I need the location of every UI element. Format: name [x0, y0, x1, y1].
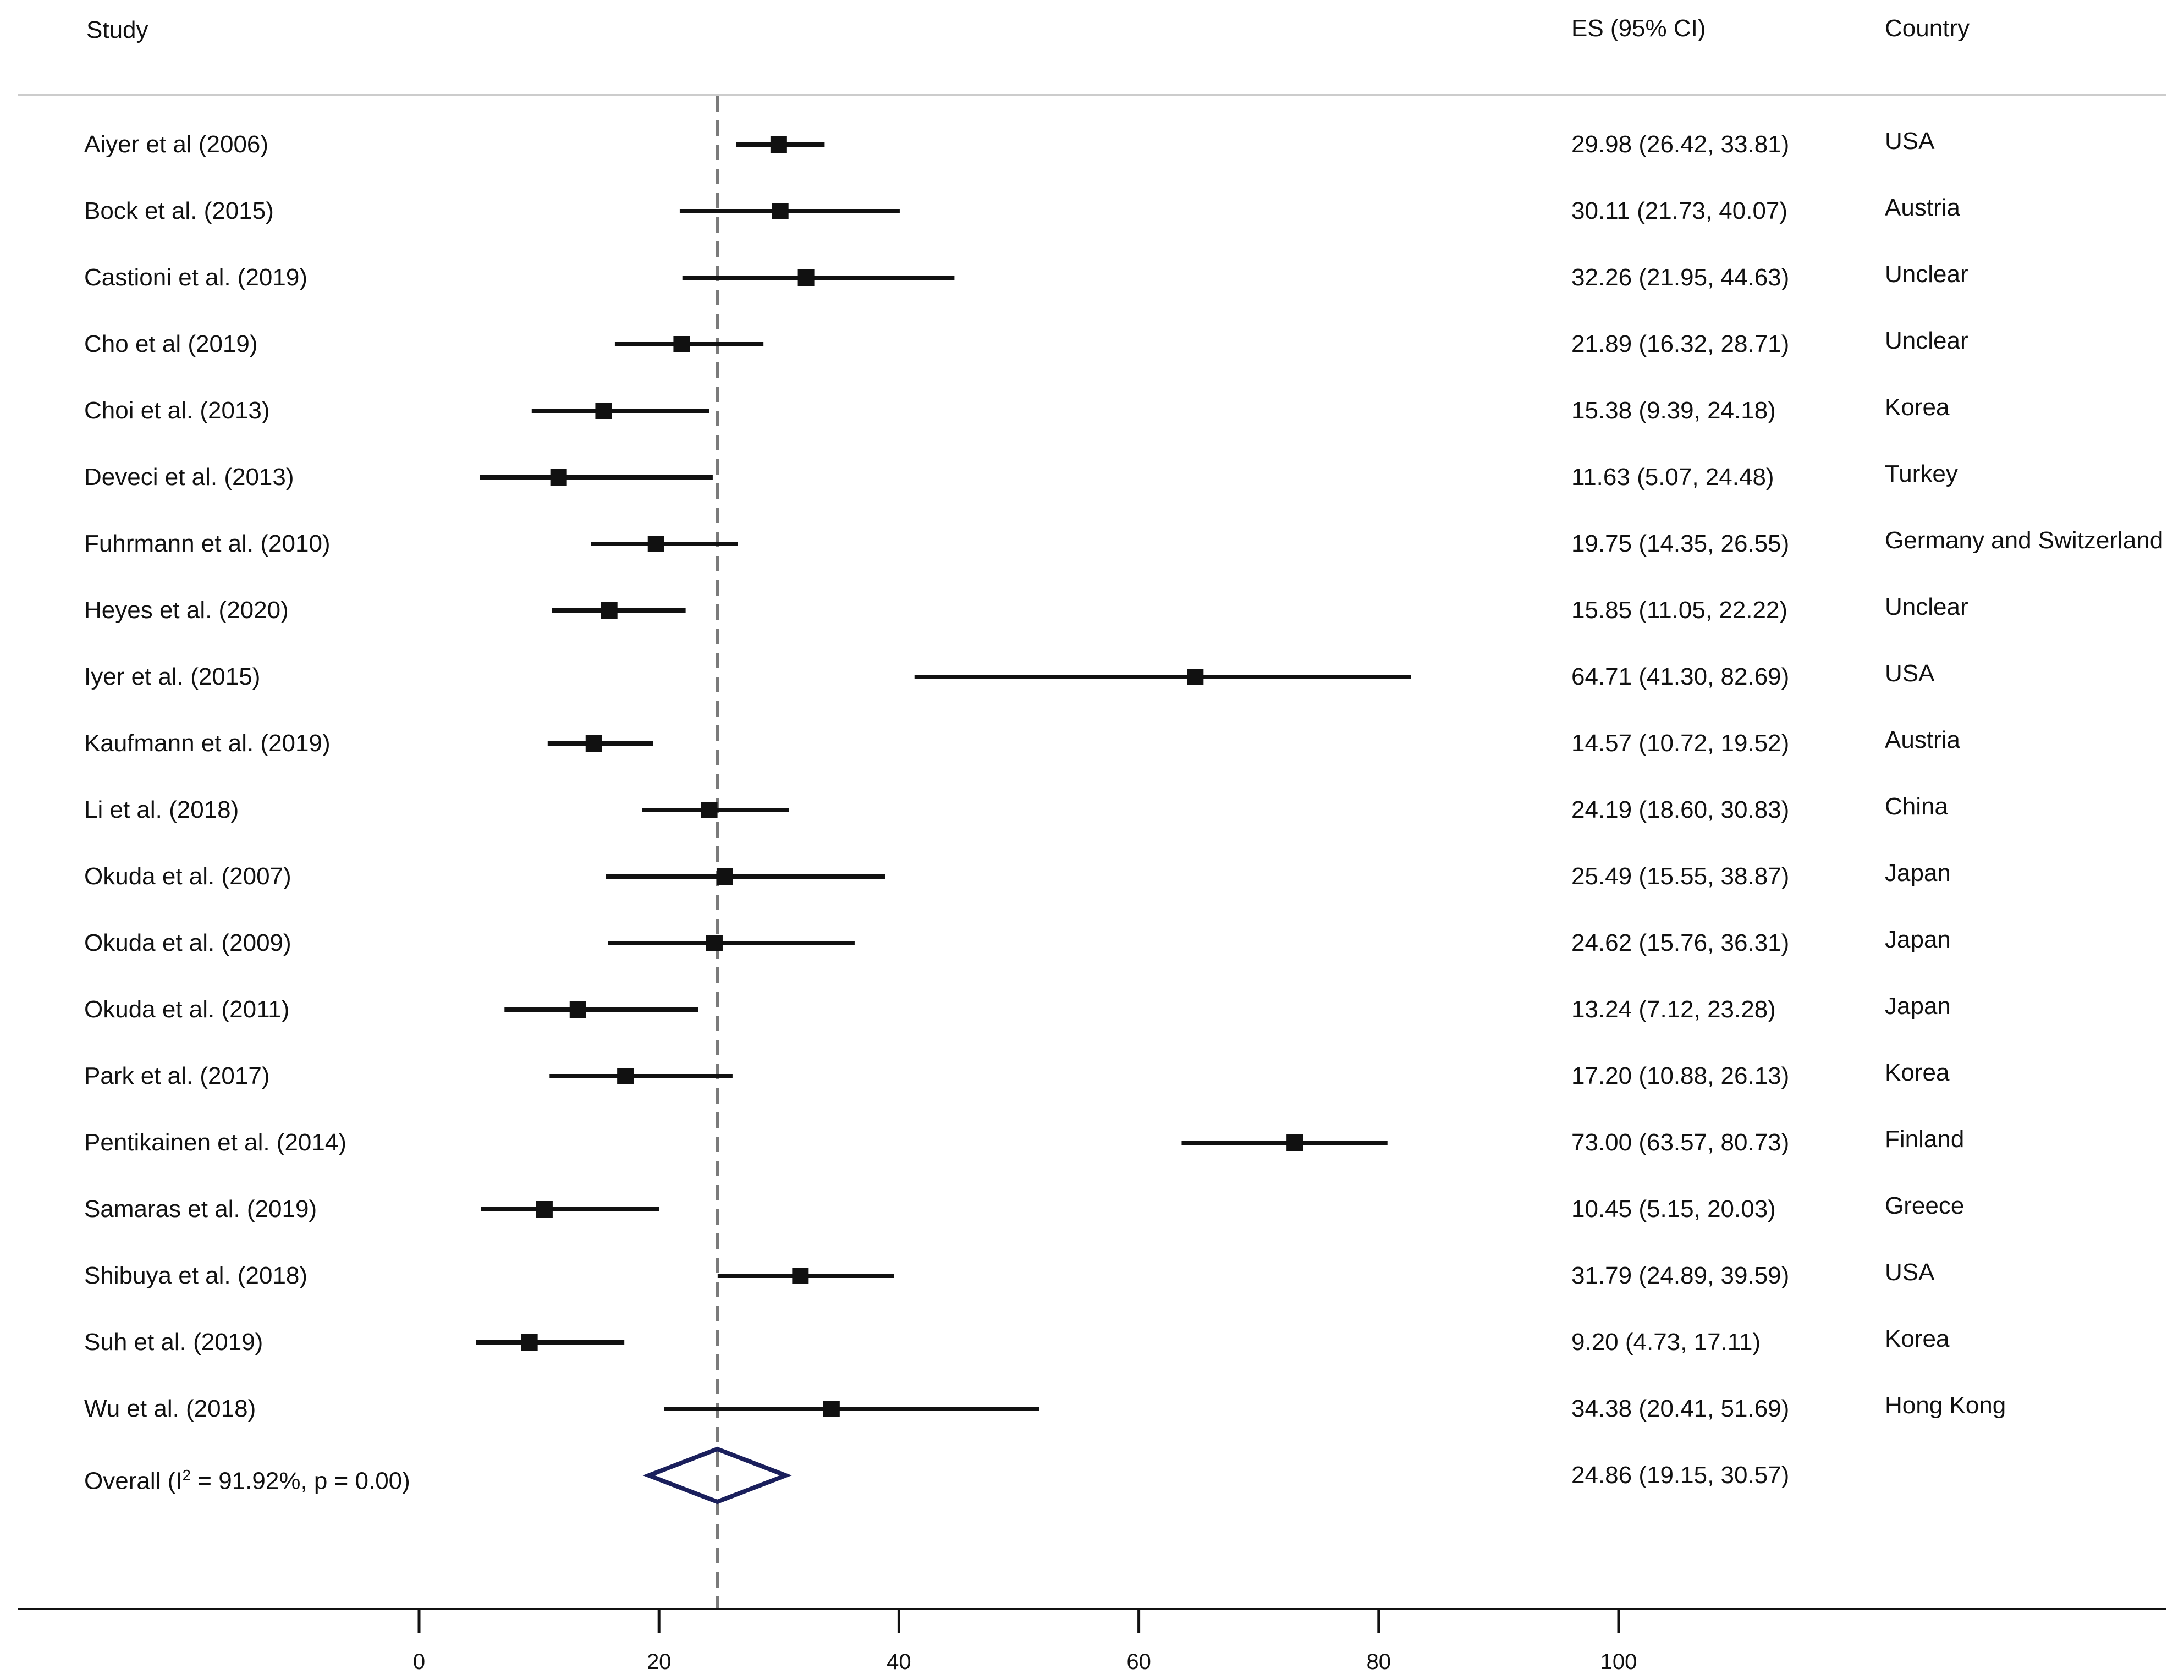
study-name: Deveci et al. (2013): [84, 464, 294, 491]
es-ci-value: 34.38 (20.41, 51.69): [1571, 1395, 1790, 1422]
effect-marker: [797, 269, 815, 286]
study-name: Okuda et al. (2007): [84, 863, 291, 890]
study-name: Iyer et al. (2015): [84, 663, 261, 690]
country-value: Hong Kong: [1885, 1392, 2006, 1419]
country-value: Japan: [1885, 926, 1951, 953]
overall-es-ci-value: 24.86 (19.15, 30.57): [1571, 1462, 1790, 1489]
effect-marker: [536, 1201, 553, 1218]
es-ci-value: 24.19 (18.60, 30.83): [1571, 796, 1790, 823]
effect-marker: [706, 935, 723, 951]
effect-marker: [716, 868, 733, 885]
es-ci-value: 15.85 (11.05, 22.22): [1571, 597, 1788, 624]
study-name: Bock et al. (2015): [84, 197, 274, 224]
study-name: Park et al. (2017): [84, 1062, 270, 1089]
study-name: Okuda et al. (2011): [84, 996, 290, 1023]
country-value: Unclear: [1885, 327, 1968, 354]
study-name: Okuda et al. (2009): [84, 929, 291, 956]
es-ci-value: 17.20 (10.88, 26.13): [1571, 1062, 1790, 1089]
x-tick-label: 0: [412, 1650, 426, 1674]
x-tick-label: 60: [1126, 1650, 1151, 1674]
header-country: Country: [1885, 15, 1970, 42]
effect-marker: [1187, 669, 1204, 685]
effect-marker: [673, 336, 690, 352]
study-name: Wu et al. (2018): [84, 1395, 256, 1422]
country-value: Austria: [1885, 194, 1960, 221]
effect-marker: [772, 203, 789, 219]
effect-marker: [550, 469, 567, 486]
es-ci-value: 10.45 (5.15, 20.03): [1571, 1196, 1776, 1222]
effect-marker: [601, 602, 618, 619]
effect-marker: [823, 1401, 840, 1417]
es-ci-value: 64.71 (41.30, 82.69): [1571, 663, 1790, 690]
study-name: Samaras et al. (2019): [84, 1196, 317, 1222]
study-name: Cho et al (2019): [84, 331, 258, 357]
country-value: Germany and Switzerland: [1885, 527, 2164, 554]
country-value: USA: [1885, 660, 1935, 687]
study-name: Li et al. (2018): [84, 796, 239, 823]
study-name: Suh et al. (2019): [84, 1329, 263, 1356]
overall-label-sup: 2: [182, 1467, 191, 1484]
country-value: China: [1885, 793, 1948, 820]
es-ci-value: 15.38 (9.39, 24.18): [1571, 397, 1776, 424]
effect-marker: [585, 735, 602, 752]
country-value: Japan: [1885, 993, 1951, 1020]
study-name: Choi et al. (2013): [84, 397, 270, 424]
es-ci-value: 21.89 (16.32, 28.71): [1571, 331, 1790, 357]
overall-label: Overall (I2 = 91.92%, p = 0.00): [84, 1461, 410, 1496]
header-study: Study: [86, 16, 148, 43]
effect-marker: [569, 1001, 586, 1018]
country-value: USA: [1885, 128, 1935, 155]
es-ci-value: 32.26 (21.95, 44.63): [1571, 264, 1790, 291]
es-ci-value: 24.62 (15.76, 36.31): [1571, 929, 1790, 956]
effect-marker: [1286, 1134, 1303, 1151]
study-name: Kaufmann et al. (2019): [84, 730, 331, 757]
x-tick-label: 40: [887, 1650, 911, 1674]
country-value: Korea: [1885, 394, 1950, 421]
es-ci-value: 19.75 (14.35, 26.55): [1571, 530, 1790, 557]
effect-marker: [595, 403, 612, 419]
country-value: Finland: [1885, 1126, 1965, 1153]
effect-marker: [647, 536, 664, 552]
overall-diamond: [642, 1446, 792, 1505]
effect-marker: [792, 1268, 809, 1284]
x-tick-label: 20: [646, 1650, 672, 1674]
es-ci-value: 30.11 (21.73, 40.07): [1571, 197, 1788, 224]
study-name: Pentikainen et al. (2014): [84, 1129, 346, 1156]
study-name: Fuhrmann et al. (2010): [84, 530, 331, 557]
es-ci-value: 25.49 (15.55, 38.87): [1571, 863, 1790, 890]
effect-marker: [701, 802, 718, 818]
country-value: Unclear: [1885, 261, 1968, 288]
es-ci-value: 73.00 (63.57, 80.73): [1571, 1129, 1790, 1156]
x-tick-label: 100: [1600, 1650, 1637, 1674]
es-ci-value: 29.98 (26.42, 33.81): [1571, 131, 1790, 158]
header-es-ci: ES (95% CI): [1571, 15, 1706, 42]
es-ci-value: 11.63 (5.07, 24.48): [1571, 464, 1774, 491]
es-ci-value: 14.57 (10.72, 19.52): [1571, 730, 1790, 757]
effect-marker: [617, 1068, 634, 1084]
overall-label-suffix: = 91.92%, p = 0.00): [191, 1467, 410, 1495]
country-value: Turkey: [1885, 460, 1958, 487]
country-value: Unclear: [1885, 593, 1968, 620]
study-name: Shibuya et al. (2018): [84, 1262, 308, 1289]
study-name: Aiyer et al (2006): [84, 131, 269, 158]
country-value: Korea: [1885, 1325, 1950, 1352]
es-ci-value: 9.20 (4.73, 17.11): [1571, 1329, 1761, 1356]
es-ci-value: 31.79 (24.89, 39.59): [1571, 1262, 1790, 1289]
study-name: Castioni et al. (2019): [84, 264, 307, 291]
country-value: Austria: [1885, 726, 1960, 753]
x-tick-label: 80: [1366, 1650, 1391, 1674]
country-value: Korea: [1885, 1059, 1950, 1086]
effect-marker: [770, 136, 787, 153]
country-value: Japan: [1885, 860, 1951, 886]
effect-marker: [521, 1334, 538, 1351]
study-name: Heyes et al. (2020): [84, 597, 289, 624]
overall-label-prefix: Overall (I: [84, 1467, 183, 1495]
country-value: Greece: [1885, 1192, 1965, 1219]
es-ci-value: 13.24 (7.12, 23.28): [1571, 996, 1776, 1023]
country-value: USA: [1885, 1259, 1935, 1286]
